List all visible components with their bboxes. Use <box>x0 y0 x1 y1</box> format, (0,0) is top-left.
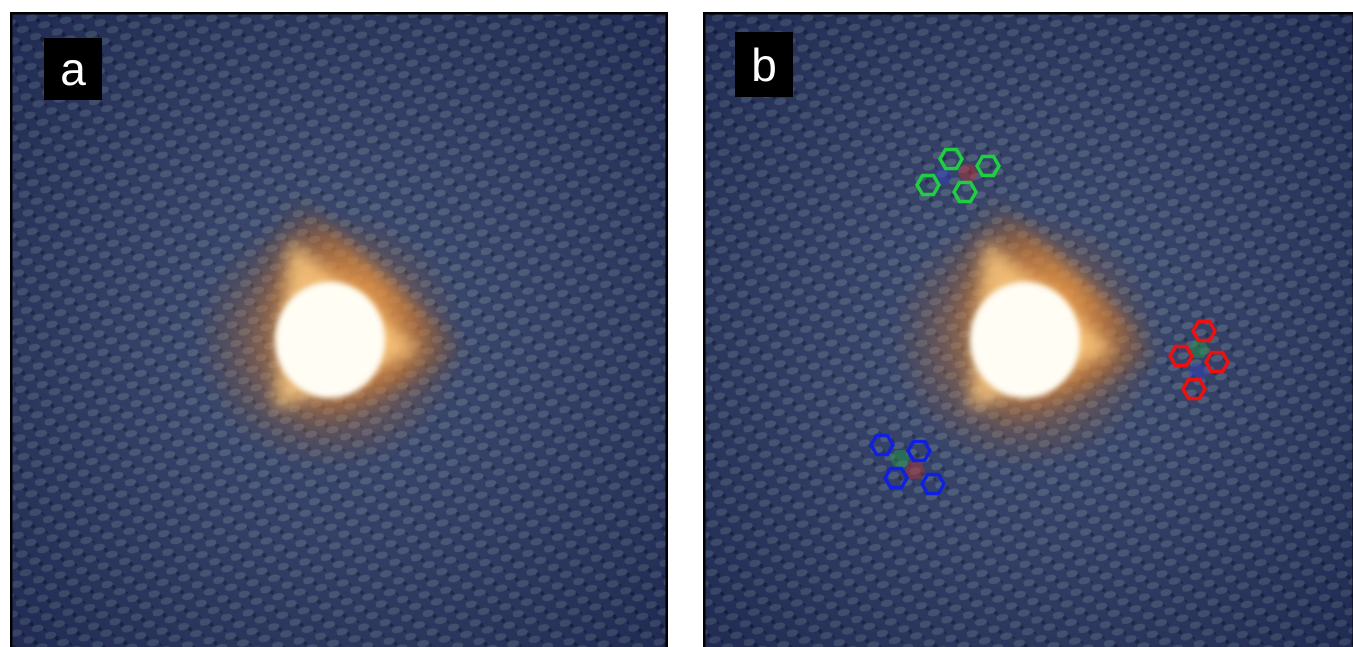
panel-b: b <box>703 12 1353 647</box>
bright-spot <box>275 282 385 398</box>
panel-label: b <box>751 39 777 91</box>
panel-a: a <box>10 12 668 647</box>
bright-spot <box>970 282 1080 398</box>
panel-label: a <box>60 43 86 95</box>
figure: a b <box>0 0 1353 647</box>
